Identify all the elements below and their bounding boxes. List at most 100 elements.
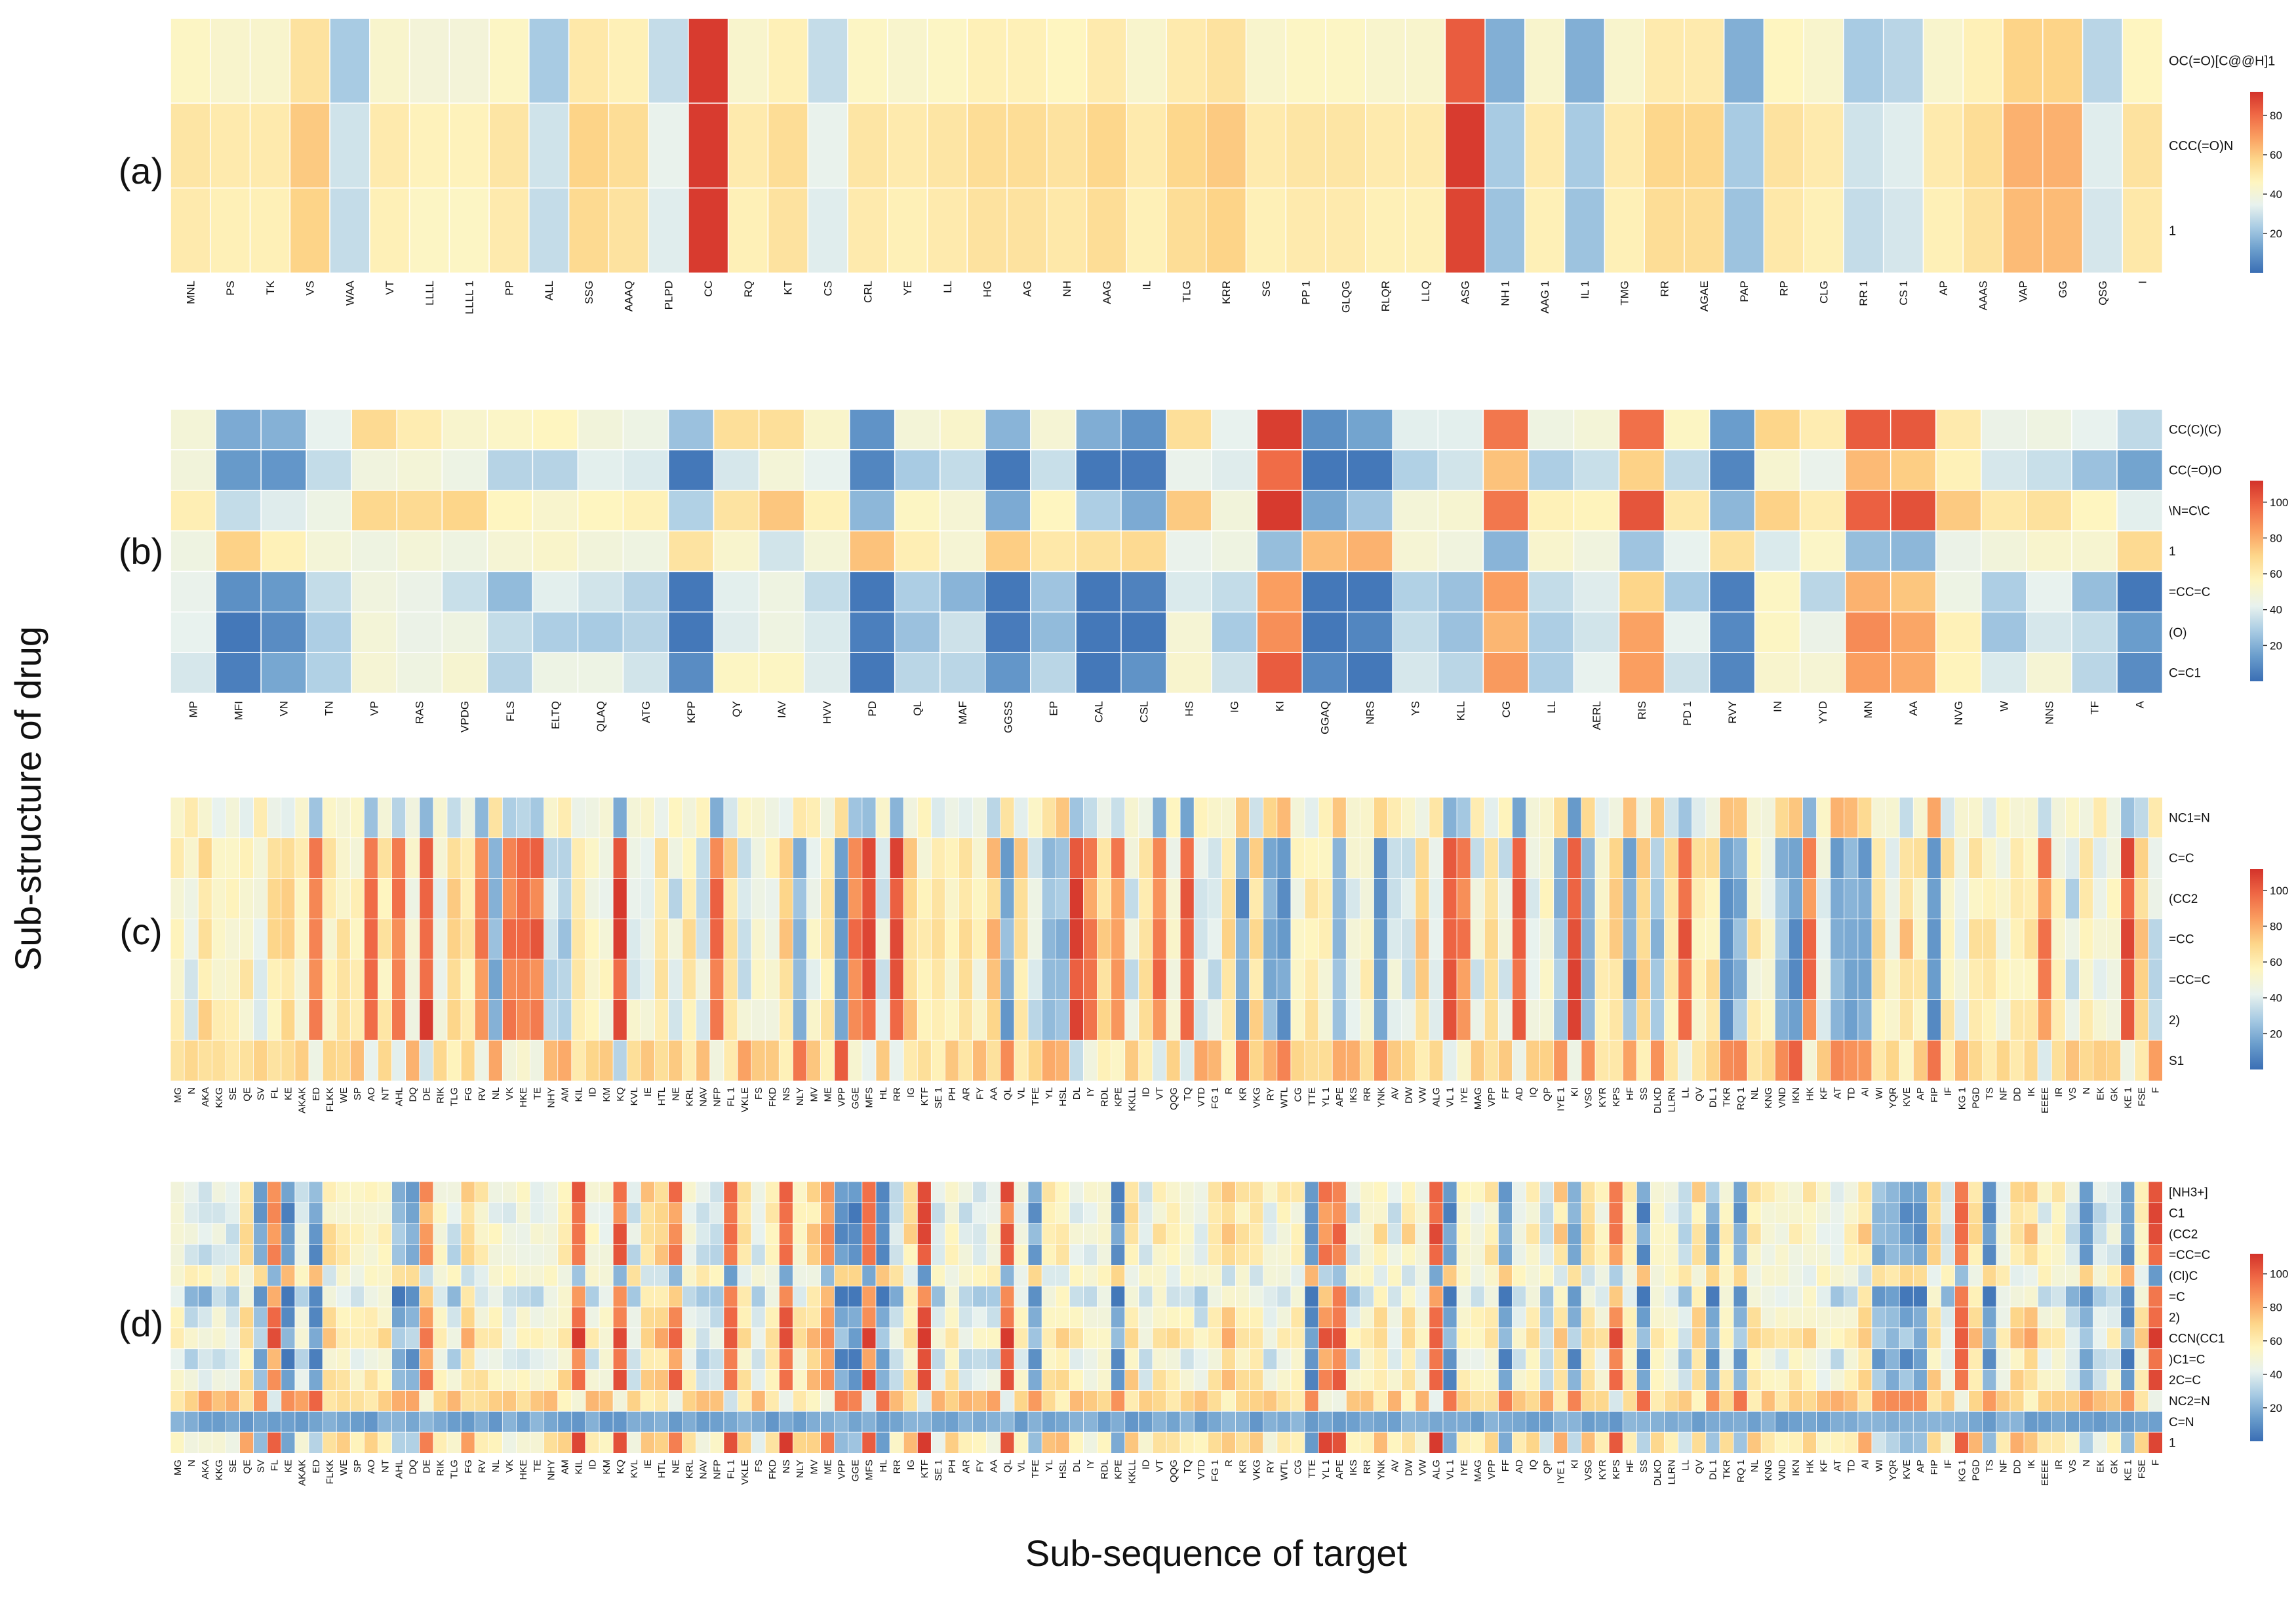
- heatmap-cell: [405, 999, 420, 1041]
- heatmap-cell: [1512, 1181, 1527, 1203]
- heatmap-cell: [1497, 1327, 1513, 1349]
- heatmap-cell: [1567, 1369, 1582, 1391]
- heatmap-cell: [1415, 1327, 1430, 1349]
- heatmap-cell: [696, 1264, 711, 1287]
- heatmap-cell: [1830, 1410, 1845, 1433]
- heatmap-cell: [764, 1327, 780, 1349]
- heatmap-cell: [1996, 1390, 2011, 1412]
- column-label: AR: [960, 1460, 972, 1473]
- heatmap-cell: [1138, 959, 1153, 1001]
- heatmap-cell: [803, 652, 850, 694]
- heatmap-cell: [571, 1306, 586, 1328]
- heatmap-cell: [405, 1181, 420, 1203]
- heatmap-cell: [1885, 1410, 1900, 1433]
- heatmap-cell: [917, 1327, 932, 1349]
- heatmap-cell: [1618, 449, 1665, 491]
- heatmap-cell: [1816, 1431, 1831, 1454]
- heatmap-cell: [170, 918, 185, 960]
- heatmap-cell: [322, 918, 337, 960]
- heatmap-cell: [1705, 1431, 1720, 1454]
- heatmap-cell: [1345, 1039, 1361, 1081]
- heatmap-cell: [1235, 918, 1250, 960]
- heatmap-cell: [225, 1181, 241, 1203]
- column-label: VN: [278, 701, 290, 717]
- heatmap-cell: [1263, 1369, 1278, 1391]
- heatmap-cell: [225, 1431, 241, 1454]
- heatmap-cell: [1644, 18, 1686, 104]
- heatmap-cell: [1046, 18, 1088, 104]
- heatmap-cell: [1581, 1306, 1596, 1328]
- heatmap-cell: [460, 837, 475, 879]
- heatmap-cell: [622, 530, 669, 572]
- heatmap-cell: [985, 449, 1032, 491]
- heatmap-cell: [446, 1223, 462, 1245]
- heatmap-cell: [2065, 959, 2080, 1001]
- heatmap-cell: [1166, 1285, 1181, 1308]
- heatmap-cell: [253, 1223, 268, 1245]
- heatmap-cell: [945, 1327, 960, 1349]
- heatmap-cell: [253, 918, 268, 960]
- heatmap-cell: [1404, 102, 1446, 189]
- heatmap-cell: [778, 1181, 794, 1203]
- heatmap-cell: [1608, 1202, 1624, 1224]
- column-label: KRR: [1220, 281, 1233, 304]
- heatmap-cell: [446, 837, 462, 879]
- heatmap-cell: [2065, 918, 2080, 960]
- heatmap-cell: [792, 878, 808, 919]
- heatmap-cell: [778, 1039, 794, 1081]
- heatmap-cell: [1567, 837, 1582, 879]
- column-label: FG: [463, 1087, 474, 1101]
- heatmap-cell: [764, 1369, 780, 1391]
- column-label: NFP: [712, 1087, 723, 1107]
- heatmap-cell: [1290, 1223, 1305, 1245]
- heatmap-cell: [502, 1223, 517, 1245]
- heatmap-cell: [758, 449, 805, 491]
- heatmap-cell: [1539, 1390, 1554, 1412]
- heatmap-cell: [2051, 1390, 2067, 1412]
- heatmap-cell: [2107, 1327, 2122, 1349]
- heatmap-cell: [834, 1431, 849, 1454]
- heatmap-cell: [1290, 1306, 1305, 1328]
- heatmap-cell: [1622, 1390, 1638, 1412]
- heatmap-cell: [1512, 999, 1527, 1041]
- heatmap-cell: [640, 1285, 656, 1308]
- heatmap-cell: [446, 1306, 462, 1328]
- heatmap-cell: [1387, 1390, 1402, 1412]
- heatmap-cell: [626, 797, 642, 839]
- heatmap-cell: [1290, 999, 1305, 1041]
- heatmap-cell: [709, 1285, 724, 1308]
- heatmap-cell: [986, 1431, 1001, 1454]
- heatmap-cell: [903, 1244, 919, 1266]
- column-label: DL: [1071, 1460, 1082, 1472]
- heatmap-cell: [1760, 1410, 1776, 1433]
- heatmap-cell: [2009, 918, 2025, 960]
- heatmap-cell: [1470, 878, 1486, 919]
- heatmap-cell: [2037, 959, 2053, 1001]
- heatmap-cell: [225, 918, 241, 960]
- heatmap-cell: [170, 1264, 185, 1287]
- heatmap-cell: [1482, 611, 1530, 654]
- heatmap-cell: [1249, 1039, 1264, 1081]
- heatmap-cell: [1332, 878, 1347, 919]
- heatmap-cell: [668, 1306, 683, 1328]
- heatmap-cell: [1622, 999, 1638, 1041]
- heatmap-cell: [446, 1039, 462, 1081]
- heatmap-cell: [1763, 187, 1805, 274]
- column-label: PLPD: [663, 281, 675, 310]
- heatmap-cell: [696, 837, 711, 879]
- column-label: NT: [380, 1087, 391, 1100]
- heatmap-cell: [1857, 1202, 1872, 1224]
- heatmap-cell: [1926, 1223, 1942, 1245]
- heatmap-cell: [1802, 797, 1817, 839]
- heatmap-cell: [1097, 1202, 1112, 1224]
- column-label: RR 1: [1857, 281, 1870, 306]
- heatmap-cell: [1912, 1202, 1928, 1224]
- heatmap-cell: [378, 918, 393, 960]
- heatmap-cell: [336, 1202, 351, 1224]
- heatmap-cell: [1692, 1431, 1707, 1454]
- heatmap-cell: [1650, 1327, 1665, 1349]
- heatmap-cell: [336, 1285, 351, 1308]
- heatmap-cell: [792, 1390, 808, 1412]
- heatmap-cell: [1193, 1202, 1209, 1224]
- heatmap-cell: [1608, 797, 1624, 839]
